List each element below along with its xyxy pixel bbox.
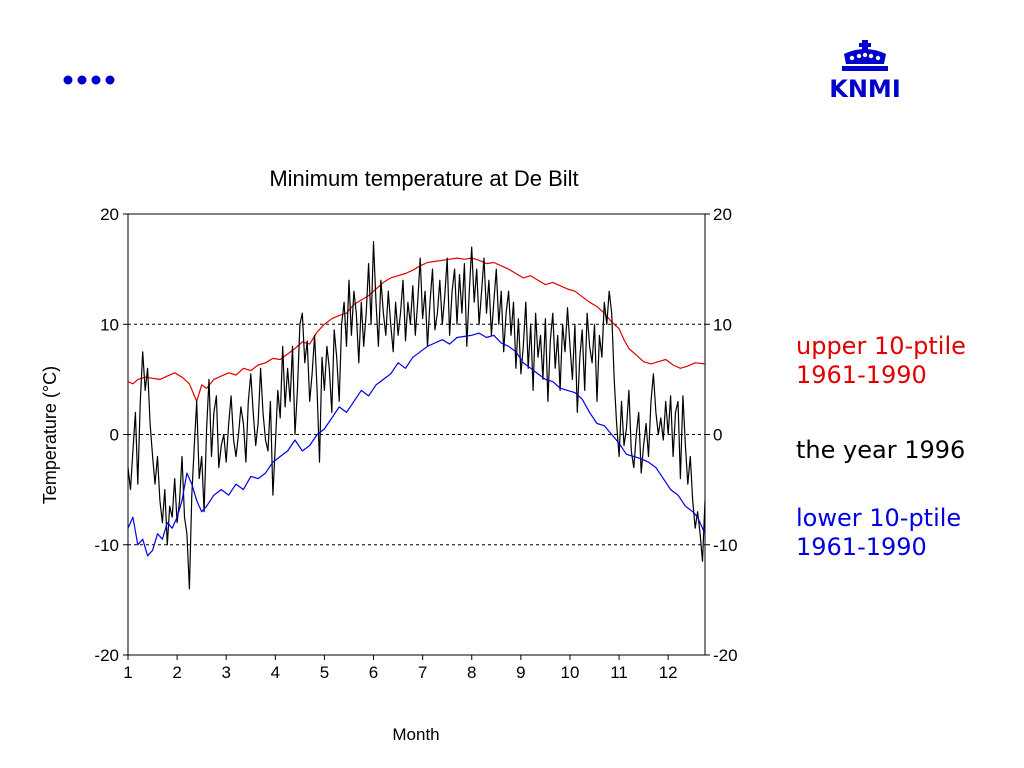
x-tick-label: 5 [320,663,329,682]
x-tick-label: 1 [123,663,132,682]
legend-lower: lower 10-ptile 1961-1990 [796,504,961,562]
gridlines [128,323,705,546]
x-tick-label: 11 [610,663,628,682]
x-tick-label: 12 [659,663,678,682]
x-tick-label: 4 [271,663,280,682]
legend-lower-line1: lower 10-ptile [796,504,962,532]
x-tick-label: 2 [172,663,181,682]
knmi-logo: KNMI [824,40,906,104]
y-tick-label-left: 10 [100,315,119,334]
x-tick-label: 3 [221,663,230,682]
y-axis-label: Temperature (°C) [40,366,60,504]
legend-upper: upper 10-ptile 1961-1990 [796,332,966,390]
lower-10ptile-line [127,332,706,557]
x-tick-label: 10 [560,663,579,682]
bullet-dots-icon [63,75,115,85]
y-axis-left: 20 10 0 -10 -20 [94,205,128,665]
y-tick-label-left: -10 [94,536,119,555]
legend-lower-line2: 1961-1990 [796,533,927,561]
y-tick-label-right: 0 [713,426,722,445]
y-tick-label-left: 0 [110,426,119,445]
x-axis: 1 2 3 4 5 6 7 8 9 10 11 12 [123,655,678,682]
y-axis-right: 20 10 0 -10 -20 [705,205,738,665]
y-tick-label-right: -10 [713,536,738,555]
year-1996-line [127,241,706,590]
crown-icon [842,40,888,71]
x-tick-label: 9 [516,663,525,682]
x-tick-label: 6 [369,663,378,682]
y-tick-label-left: -20 [94,646,119,665]
y-tick-label-right: -20 [713,646,738,665]
x-axis-label: Month [392,725,439,744]
legend-year: the year 1996 [796,436,965,465]
y-tick-label-left: 20 [100,205,119,224]
logo-text: KNMI [829,75,901,103]
x-tick-label: 7 [418,663,427,682]
y-tick-label-right: 10 [713,315,732,334]
upper-10ptile-line [127,257,706,402]
legend-upper-line2: 1961-1990 [796,361,927,389]
y-tick-label-right: 20 [713,205,732,224]
legend-upper-line1: upper 10-ptile [796,332,966,360]
legend-year-line1: the year 1996 [796,436,966,464]
x-tick-label: 8 [467,663,476,682]
chart-title: Minimum temperature at De Bilt [269,166,578,191]
series-lines [127,241,706,590]
